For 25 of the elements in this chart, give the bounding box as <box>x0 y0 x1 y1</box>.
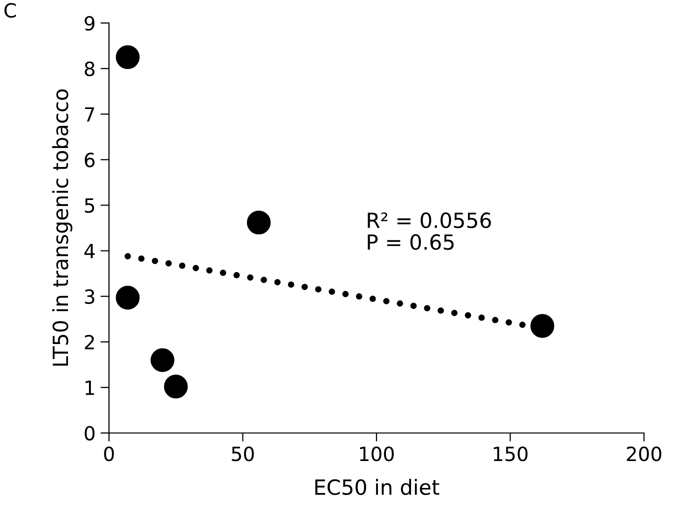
y-axis-title: LT50 in transgenic tobacco <box>52 89 72 366</box>
point <box>530 314 554 338</box>
point <box>150 348 174 372</box>
x-tick-label: 100 <box>360 446 394 462</box>
point <box>116 45 140 70</box>
point <box>116 286 140 310</box>
x-tick-label: 50 <box>232 446 254 462</box>
y-tick-label: 2 <box>84 334 94 350</box>
y-tick-label: 9 <box>84 16 94 31</box>
x-tick-label: 200 <box>626 446 662 462</box>
x-axis-title: EC50 in diet <box>315 478 440 496</box>
annotation: R² = 0.0556 P = 0.65 <box>368 212 491 250</box>
text: C <box>4 2 16 18</box>
y-tick-label: 8 <box>84 62 94 76</box>
x-tick-label: 0 <box>104 446 114 462</box>
y-tick-label: 3 <box>84 289 94 304</box>
y-tick-label: 7 <box>85 107 94 122</box>
y-tick-label: 0 <box>84 426 95 441</box>
y-tick-label: 4 <box>84 244 95 258</box>
y-tick-label: 5 <box>84 198 94 213</box>
y-tick-label: 1 <box>86 380 94 395</box>
x-tick-label: 150 <box>494 446 528 462</box>
point <box>246 210 271 234</box>
y-tick-label: 6 <box>84 152 95 168</box>
point <box>164 374 188 398</box>
